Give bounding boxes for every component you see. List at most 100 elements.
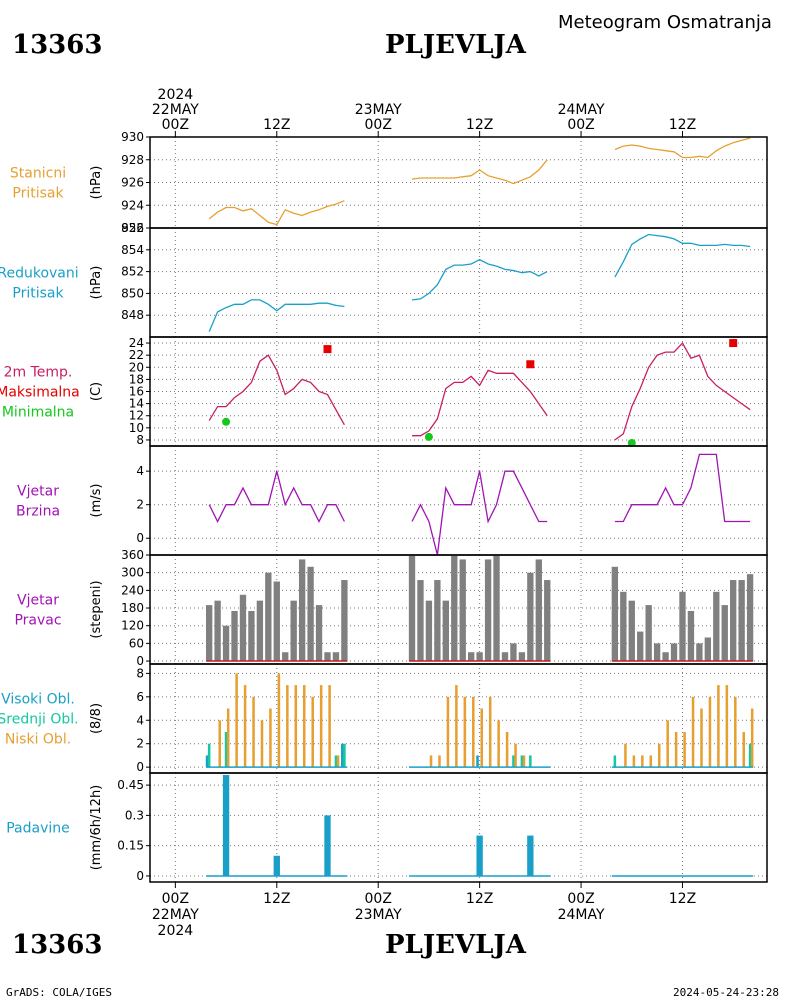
y-tick-label: 180 bbox=[121, 601, 144, 615]
bar bbox=[522, 755, 526, 768]
panel-label: 2m Temp. bbox=[4, 365, 73, 381]
bar bbox=[269, 708, 272, 768]
bar bbox=[700, 708, 703, 768]
time-label-top: 12Z bbox=[466, 117, 493, 133]
bar bbox=[434, 580, 441, 662]
y-tick-label: 4 bbox=[136, 464, 144, 478]
panel-label: Stanicni bbox=[10, 166, 66, 182]
bar bbox=[717, 685, 720, 768]
panel-label: Brzina bbox=[16, 504, 60, 520]
time-label-bottom: 23MAY bbox=[355, 907, 402, 923]
time-label-top: 12Z bbox=[263, 117, 290, 133]
y-axis-label: (m/s) bbox=[89, 484, 104, 518]
station-name-bottom: PLJEVLJA bbox=[385, 930, 526, 960]
min-temp-marker bbox=[627, 438, 636, 447]
series-line bbox=[614, 233, 751, 278]
bar bbox=[514, 743, 517, 768]
y-tick-label: 0.45 bbox=[117, 778, 144, 792]
y-tick-label: 0 bbox=[136, 869, 144, 883]
panel-label: Pritisak bbox=[12, 286, 64, 302]
y-tick-label: 928 bbox=[121, 153, 144, 167]
y-tick-label: 60 bbox=[129, 636, 144, 650]
series-line bbox=[614, 342, 751, 441]
bar bbox=[488, 696, 492, 768]
y-tick-label: 18 bbox=[129, 372, 144, 386]
bar bbox=[704, 637, 712, 662]
time-label-bottom: 00Z bbox=[567, 891, 594, 907]
bar bbox=[235, 673, 238, 768]
y-tick-label: 852 bbox=[121, 265, 144, 279]
footer-timestamp: 2024-05-24-23:28 bbox=[673, 986, 779, 999]
bar bbox=[260, 720, 264, 768]
bar bbox=[425, 600, 433, 662]
bar bbox=[468, 652, 475, 662]
bar bbox=[730, 580, 737, 662]
bar bbox=[222, 625, 230, 662]
panel-label: Maksimalna bbox=[0, 385, 80, 401]
y-tick-label: 0 bbox=[136, 654, 144, 668]
bar bbox=[518, 652, 526, 662]
bar bbox=[248, 610, 255, 662]
panel-label: Vjetar bbox=[17, 593, 59, 609]
bar bbox=[334, 755, 338, 768]
bar bbox=[294, 685, 298, 768]
time-label-bottom: 00Z bbox=[365, 891, 392, 907]
y-tick-label: 12 bbox=[129, 409, 144, 423]
bar bbox=[637, 631, 644, 662]
time-label-top: 12Z bbox=[669, 117, 696, 133]
bar bbox=[527, 835, 534, 876]
y-tick-label: 120 bbox=[121, 619, 144, 633]
series-line bbox=[411, 470, 548, 556]
bar bbox=[290, 600, 297, 662]
y-axis-label: (hPa) bbox=[89, 166, 104, 200]
panel-label: Padavine bbox=[6, 821, 70, 837]
bar bbox=[725, 685, 729, 768]
bar bbox=[742, 731, 746, 768]
bar bbox=[510, 643, 517, 662]
bar bbox=[476, 755, 479, 768]
bar bbox=[721, 605, 728, 662]
panel-label: Minimalna bbox=[2, 405, 74, 421]
bar bbox=[683, 731, 686, 768]
series-line bbox=[614, 453, 751, 523]
series-line bbox=[412, 369, 548, 437]
bar bbox=[624, 743, 627, 768]
bar bbox=[696, 643, 703, 662]
bar bbox=[341, 580, 348, 662]
bar bbox=[520, 755, 524, 768]
panel-label: Vjetar bbox=[17, 484, 59, 500]
bar bbox=[315, 605, 323, 662]
y-tick-label: 360 bbox=[121, 548, 144, 562]
bar bbox=[226, 708, 230, 768]
time-label-bottom: 12Z bbox=[669, 891, 696, 907]
bar bbox=[666, 720, 669, 768]
bar bbox=[476, 652, 483, 662]
series-line bbox=[208, 200, 345, 226]
bar bbox=[750, 708, 754, 768]
bar bbox=[222, 775, 230, 876]
y-tick-label: 0 bbox=[136, 760, 144, 774]
time-label-bottom: 24MAY bbox=[558, 907, 605, 923]
max-temp-marker bbox=[526, 360, 535, 369]
bar bbox=[455, 685, 458, 768]
bar bbox=[484, 559, 492, 662]
bar bbox=[613, 755, 617, 768]
bar bbox=[231, 610, 238, 662]
y-axis-label: (hPa) bbox=[89, 266, 104, 300]
time-label-bottom: 2024 bbox=[158, 923, 194, 939]
y-tick-label: 8 bbox=[136, 666, 144, 680]
bar bbox=[535, 559, 542, 662]
bar bbox=[311, 696, 314, 768]
bar bbox=[341, 743, 344, 768]
bar bbox=[687, 610, 695, 662]
bar bbox=[207, 743, 211, 768]
y-tick-label: 854 bbox=[121, 243, 144, 257]
bar bbox=[273, 581, 280, 662]
time-label-top: 00Z bbox=[365, 117, 392, 133]
series-line bbox=[614, 137, 751, 159]
y-tick-label: 10 bbox=[129, 421, 144, 435]
bar bbox=[628, 600, 635, 662]
bar bbox=[653, 643, 661, 662]
series-line bbox=[208, 299, 345, 332]
